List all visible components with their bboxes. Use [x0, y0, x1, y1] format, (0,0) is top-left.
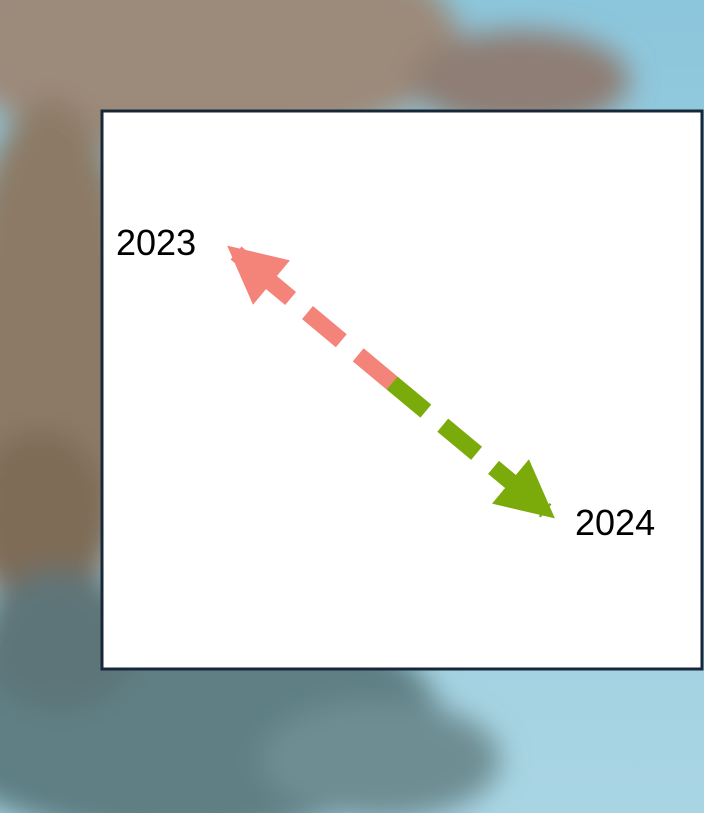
page: 2023 2024 (() => { const data = JSON.par…	[0, 0, 704, 813]
label-end: 2024	[575, 502, 655, 543]
scene: 2023 2024	[0, 0, 704, 813]
label-start: 2023	[116, 222, 196, 263]
